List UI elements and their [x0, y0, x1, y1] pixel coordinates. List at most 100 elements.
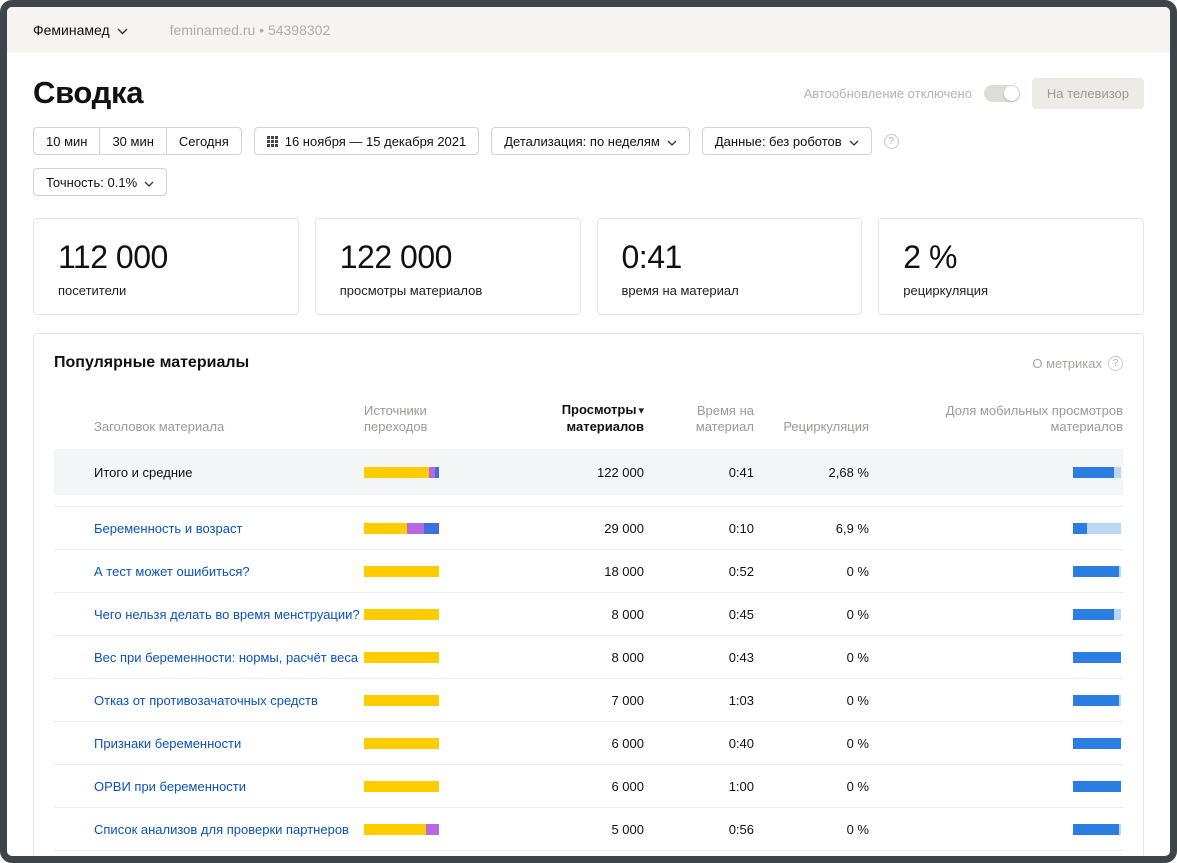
views-value: 6 000 — [611, 778, 644, 794]
range-30min-button[interactable]: 30 мин — [99, 127, 167, 155]
card-time-on-material[interactable]: 0:41 время на материал — [596, 218, 863, 315]
mobile-share-bar — [1073, 608, 1121, 620]
material-title-link[interactable]: Список анализов для проверки партнеров — [94, 821, 349, 837]
card-material-views[interactable]: 122 000 просмотры материалов — [314, 218, 581, 315]
date-range-button[interactable]: 16 ноября — 15 декабря 2021 — [253, 127, 480, 155]
traffic-sources-bar — [364, 694, 439, 706]
mobile-share-bar — [1073, 651, 1121, 663]
traffic-sources-cell — [364, 522, 504, 534]
traffic-sources-bar — [364, 522, 439, 534]
column-sources: Источники переходов — [364, 402, 428, 434]
mobile-share-fill — [1073, 823, 1119, 835]
time-on-material-value: 0:52 — [728, 563, 754, 579]
card-value: 122 000 — [339, 239, 453, 275]
table-row: Список анализов для проверки партнеров 5… — [54, 807, 1123, 850]
column-time: Время на материал — [695, 402, 754, 434]
card-recirculation[interactable]: 2 % рециркуляция — [878, 218, 1144, 315]
mobile-share-fill — [1073, 565, 1119, 577]
summary-cards: 112 000 посетители 122 000 просмотры мат… — [33, 218, 1144, 315]
mobile-share-bar — [1073, 694, 1121, 706]
time-on-material-value: 0:40 — [728, 735, 754, 751]
column-mobile-share: Доля мобильных просмотров материалов — [945, 402, 1123, 434]
sort-desc-icon: ▾ — [638, 405, 644, 417]
mobile-share-cell — [869, 737, 1123, 749]
help-icon[interactable]: ? — [883, 133, 899, 149]
mobile-share-bar — [1073, 780, 1121, 792]
card-label: рециркуляция — [903, 283, 989, 298]
material-title-link[interactable]: ОРВИ при беременности — [94, 778, 247, 794]
chevron-down-icon — [144, 176, 154, 189]
accuracy-label: Точность: 0.1% — [46, 174, 138, 190]
toggle-knob — [1003, 85, 1019, 101]
table-row: Беременность и возраст 29 000 0:10 6,9 % — [54, 506, 1123, 549]
mobile-share-cell — [869, 694, 1123, 706]
page-title: Сводка — [33, 75, 144, 110]
traffic-sources-bar — [364, 466, 439, 478]
mobile-share-bar — [1073, 466, 1121, 478]
traffic-sources-bar — [364, 780, 439, 792]
mobile-share-cell — [869, 651, 1123, 663]
table-row: Вес при беременности: нормы, расчёт веса… — [54, 635, 1123, 678]
mobile-share-fill — [1073, 522, 1088, 534]
mobile-share-bar — [1073, 565, 1121, 577]
traffic-sources-bar — [364, 651, 439, 663]
views-value: 7 000 — [611, 692, 644, 708]
mobile-share-cell — [869, 823, 1123, 835]
views-value: 5 000 — [611, 821, 644, 837]
mobile-share-fill — [1073, 737, 1121, 749]
material-title-link[interactable]: Отказ от противозачаточных средств — [94, 692, 318, 708]
range-today-button[interactable]: Сегодня — [165, 127, 242, 155]
views-value: 8 000 — [611, 649, 644, 665]
about-metrics-link[interactable]: О метриках ? — [1032, 355, 1123, 371]
time-on-material-value: 1:03 — [728, 692, 754, 708]
filters-row-2: Точность: 0.1% — [33, 168, 1144, 196]
views-value: 122 000 — [597, 464, 644, 480]
table-row: А тест может ошибиться? 18 000 0:52 0 % — [54, 549, 1123, 592]
tv-button[interactable]: На телевизор — [1031, 77, 1144, 109]
calendar-icon — [266, 135, 278, 147]
traffic-sources-cell — [364, 608, 504, 620]
help-icon: ? — [1108, 355, 1123, 371]
table-row: Итого и средние 122 000 0:41 2,68 % — [54, 449, 1123, 495]
table-row: ОРВИ при беременности 6 000 1:00 0 % — [54, 764, 1123, 807]
counter-selector[interactable]: Феминамед — [33, 22, 128, 38]
widget-title: Популярные материалы — [54, 354, 250, 371]
time-on-material-value: 0:56 — [728, 821, 754, 837]
card-label: посетители — [58, 283, 127, 298]
time-on-material-value: 0:41 — [728, 464, 754, 480]
chevron-down-icon — [667, 135, 677, 148]
material-title-link[interactable]: А тест может ошибиться? — [94, 563, 250, 579]
mobile-share-fill — [1073, 694, 1119, 706]
time-on-material-value: 0:43 — [728, 649, 754, 665]
material-title-link[interactable]: Чего нельзя делать во время менструации? — [94, 606, 360, 622]
range-10min-button[interactable]: 10 мин — [33, 127, 101, 155]
accuracy-dropdown[interactable]: Точность: 0.1% — [33, 168, 168, 196]
column-title: Заголовок материала — [94, 418, 225, 434]
chevron-down-icon — [117, 22, 128, 38]
table-header: Заголовок материала Источники переходов … — [54, 372, 1123, 449]
card-visitors[interactable]: 112 000 посетители — [33, 218, 299, 315]
time-on-material-value: 0:45 — [728, 606, 754, 622]
mobile-share-cell — [869, 608, 1123, 620]
material-title-link[interactable]: Итого и средние — [94, 464, 193, 480]
detail-dropdown[interactable]: Детализация: по неделям — [491, 127, 690, 155]
mobile-share-bar — [1073, 823, 1121, 835]
material-title-link[interactable]: Вес при беременности: нормы, расчёт веса — [94, 649, 359, 665]
material-title-link[interactable]: Признаки беременности — [94, 735, 242, 751]
traffic-sources-cell — [364, 565, 504, 577]
traffic-sources-cell — [364, 651, 504, 663]
recirculation-value: 2,68 % — [828, 464, 869, 480]
mobile-share-cell — [869, 565, 1123, 577]
views-value: 6 000 — [611, 735, 644, 751]
card-label: просмотры материалов — [339, 283, 483, 298]
time-on-material-value: 0:10 — [728, 520, 754, 536]
autoupdate-toggle[interactable] — [983, 84, 1020, 102]
recirculation-value: 0 % — [846, 563, 869, 579]
mobile-share-fill — [1073, 651, 1121, 663]
material-title-link[interactable]: Беременность и возраст — [94, 520, 243, 536]
recirculation-value: 0 % — [846, 606, 869, 622]
data-dropdown[interactable]: Данные: без роботов — [701, 127, 872, 155]
column-views-sort[interactable]: Просмотры ▾ материалов — [561, 402, 644, 434]
main-content: Сводка Автообновление отключено На телев… — [7, 53, 1170, 856]
